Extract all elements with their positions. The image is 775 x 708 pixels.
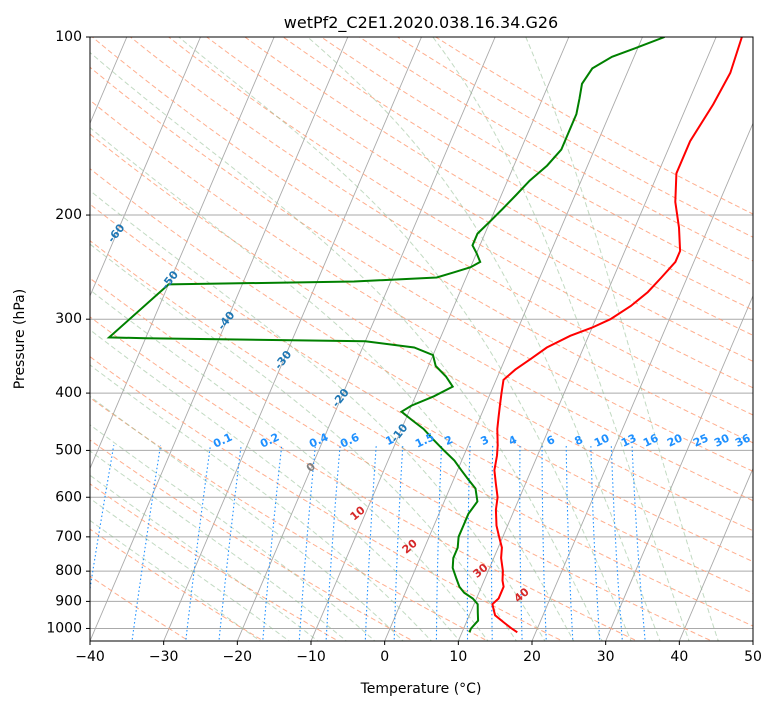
- axes: −40 −30 −20 −10 0 10 20 30 40 50 1000 900 800 700 600 5…: [46, 29, 762, 665]
- y-tick-label: 400: [55, 385, 82, 401]
- y-tick-label: 300: [55, 311, 82, 327]
- mixing-ratio-label: 10: [592, 431, 612, 449]
- dry-adiabat-line: [90, 66, 753, 472]
- mixing-ratio-line: [218, 445, 242, 641]
- x-axis-label: Temperature (°C): [360, 681, 482, 697]
- mixing-ratio-line: [435, 445, 443, 641]
- mixing-ratio-line: [490, 445, 494, 641]
- mixing-ratio-label: 20: [665, 431, 685, 449]
- dry-adiabat-line: [90, 356, 564, 641]
- plot-frame: [89, 36, 754, 642]
- dry-adiabat-line: [320, 37, 753, 286]
- dry-adiabat-line: [90, 483, 340, 641]
- mixing-ratio-line: [610, 445, 623, 641]
- dry-adiabat-line: [282, 37, 753, 311]
- moist-adiabat-line: [90, 395, 404, 641]
- moist-adiabat-line: [90, 364, 433, 641]
- isotherm-line: [678, 467, 753, 641]
- mixing-ratio-label: 36: [733, 431, 753, 449]
- mixing-ratio-line: [90, 445, 115, 592]
- mixing-ratio-line: [393, 445, 404, 641]
- dry-adiabat-line: [90, 133, 753, 532]
- chart-title: wetPf2_C2E1.2020.038.16.34.G26: [284, 13, 558, 33]
- isotherm-line: [236, 37, 496, 641]
- mixing-ratio-line: [325, 445, 341, 641]
- y-tick-label: 200: [55, 207, 82, 223]
- dry-adiabat-line: [90, 439, 414, 641]
- moist-adiabat-line: [90, 329, 461, 641]
- x-tick-label: 50: [744, 649, 762, 665]
- x-tick-label: 0: [380, 649, 389, 665]
- x-tick-label: 20: [523, 649, 541, 665]
- y-axis-label: Pressure (hPa): [12, 289, 28, 389]
- moist-adiabat-line: [90, 51, 603, 641]
- dry-adiabat-line: [90, 99, 753, 502]
- dry-adiabat-line: [90, 277, 713, 641]
- mixing-ratio-label: 25: [691, 431, 710, 449]
- x-tick-label: 30: [597, 649, 615, 665]
- isotherm-line: [90, 37, 201, 298]
- moist-adiabat-line: [90, 424, 376, 641]
- y-tick-label: 900: [55, 593, 82, 609]
- y-tick-label: 100: [55, 29, 82, 45]
- mixing-ratio-label: 30: [712, 431, 732, 449]
- mixing-ratio-line: [298, 445, 316, 641]
- temperature-profile-line: [491, 37, 743, 634]
- mixing-ratio-line: [590, 445, 601, 641]
- mixing-ratio-line: [565, 445, 574, 641]
- dry-adiabat-line: [90, 528, 265, 641]
- mixing-ratio-label: 16: [641, 431, 661, 449]
- x-tick-label: −10: [296, 649, 326, 665]
- dry-adiabat-line: [130, 37, 753, 416]
- dry-adiabat-line: [90, 397, 489, 641]
- mixing-ratio-line: [185, 445, 211, 641]
- isotherm-line: [163, 37, 422, 641]
- moist-adiabat-line: [90, 243, 518, 641]
- isotherm-line: [310, 37, 570, 641]
- isotherm-line: [457, 37, 717, 641]
- moist-adiabat-line: [178, 37, 632, 641]
- y-tick-label: 1000: [46, 620, 82, 636]
- mixing-ratio-line: [466, 445, 471, 641]
- isotherm-line: [531, 122, 753, 641]
- y-tick-label: 700: [55, 529, 82, 545]
- dewpoint-profile-line: [106, 37, 665, 633]
- profile-lines: [106, 37, 743, 634]
- y-tick-label: 800: [55, 563, 82, 579]
- moist-adiabat-line: [525, 37, 719, 641]
- mixing-ratio-line: [364, 445, 377, 641]
- mixing-ratio-label: 13: [619, 431, 638, 449]
- moist-adiabat-line: [307, 37, 661, 641]
- moist-adiabat-line: [90, 289, 489, 641]
- mixing-ratio-line: [131, 445, 162, 641]
- x-tick-label: −40: [75, 649, 105, 665]
- x-tick-label: 40: [670, 649, 688, 665]
- isotherm-line: [384, 37, 643, 641]
- x-tick-label: −30: [149, 649, 179, 665]
- y-tick-label: 500: [55, 442, 82, 458]
- dry-adiabat-line: [90, 203, 753, 594]
- dry-adiabat-line: [90, 316, 639, 641]
- mixing-ratio-line: [541, 445, 547, 641]
- moist-adiabat-line: [432, 37, 690, 641]
- x-tick-label: 10: [449, 649, 467, 665]
- moist-adiabat-line: [90, 450, 348, 641]
- mixing-ratio-line: [631, 445, 646, 641]
- isotherm-line: [605, 294, 753, 641]
- dry-adiabat-line: [91, 37, 753, 444]
- moist-adiabat-line: [90, 190, 546, 641]
- x-tick-label: −20: [223, 649, 253, 665]
- mixing-ratio-line: [519, 445, 523, 641]
- y-tick-label: 600: [55, 489, 82, 505]
- moist-adiabat-line: [90, 519, 262, 641]
- mixing-ratio-line: [262, 445, 283, 641]
